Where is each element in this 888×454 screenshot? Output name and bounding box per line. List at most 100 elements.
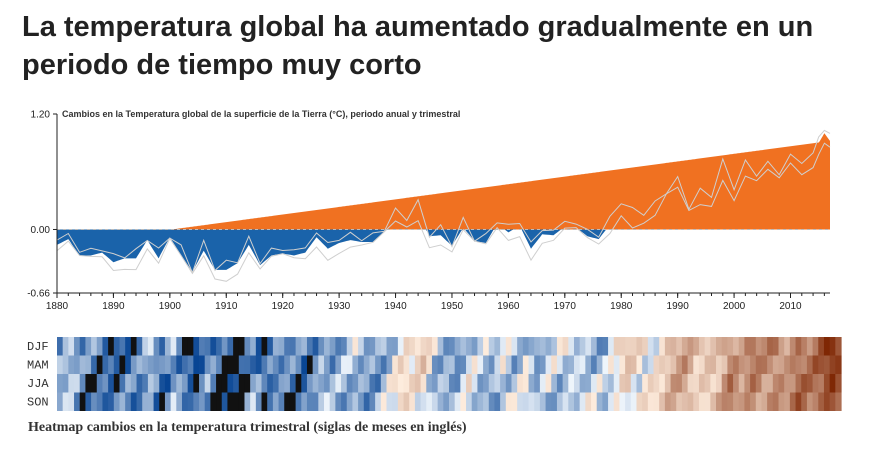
heatmap-cell (806, 355, 814, 374)
heatmap-cell (835, 337, 842, 356)
heatmap-cell (176, 337, 183, 356)
heatmap-cell (806, 392, 814, 411)
quarterly-line-1 (56, 129, 831, 275)
heatmap-cell (358, 392, 365, 411)
heatmap-cell (261, 392, 268, 411)
heatmap-cell (306, 374, 314, 393)
heatmap-cell (789, 392, 797, 411)
heatmap-cell (681, 392, 689, 411)
heatmap-cell (420, 355, 427, 374)
heatmap-cell (255, 337, 263, 356)
heatmap-cell (397, 337, 405, 356)
heatmap-cell (96, 337, 104, 356)
heatmap-cell (539, 374, 547, 393)
x-tick-label: 1990 (667, 301, 690, 312)
heatmap-cell (613, 392, 621, 411)
heatmap-cell (244, 392, 251, 411)
heatmap-cell (329, 337, 336, 356)
heatmap-cell (386, 355, 393, 374)
x-tick-label: 1950 (441, 301, 464, 312)
heatmap-cell (346, 392, 354, 411)
heatmap-cell (352, 337, 359, 356)
heatmap-cell (653, 374, 660, 393)
heatmap-cell (204, 392, 211, 411)
heatmap-cell (630, 355, 638, 374)
heatmap-cell (147, 337, 155, 356)
heatmap-cell (409, 355, 416, 374)
heatmap-cell (449, 374, 456, 393)
heatmap-cell (272, 374, 280, 393)
heatmap-cell (477, 337, 484, 356)
x-tick-label: 1890 (102, 301, 125, 312)
heatmap-cell (517, 374, 524, 393)
heatmap-cell (449, 392, 456, 411)
heatmap-cell (176, 392, 183, 411)
heatmap-cell (602, 374, 609, 393)
heatmap-cell (437, 392, 444, 411)
heatmap-cell (164, 355, 172, 374)
heatmap-cell (244, 374, 251, 393)
heatmap-cell (284, 337, 291, 356)
heatmap-cell (142, 374, 149, 393)
heatmap-cell (466, 374, 473, 393)
heatmap-cell (744, 337, 751, 356)
heatmap-cell (801, 337, 808, 356)
heatmap-cell (96, 355, 104, 374)
heatmap-cell (556, 392, 564, 411)
heatmap-cell (324, 392, 331, 411)
heatmap-cell (823, 337, 831, 356)
heatmap-cell (488, 392, 496, 411)
heatmap-cell (568, 374, 575, 393)
heatmap-cell (744, 355, 751, 374)
heatmap-cell (733, 355, 740, 374)
heatmap-cell (806, 374, 814, 393)
heatmap-cell (676, 355, 683, 374)
heatmap-cell (352, 392, 359, 411)
heatmap-cell (608, 355, 615, 374)
heatmap-cell (193, 355, 200, 374)
heatmap-cell (778, 355, 785, 374)
heatmap-cell (784, 374, 791, 393)
heatmap-cell (352, 374, 359, 393)
heatmap-cell (130, 355, 138, 374)
heatmap-cell (420, 392, 427, 411)
y-tick-label: 0.00 (31, 225, 51, 236)
cool-anomaly-area (57, 229, 830, 272)
heatmap-cell (221, 355, 229, 374)
heatmap-cell (403, 374, 410, 393)
heatmap-cell (460, 355, 467, 374)
x-tick-label: 1880 (46, 301, 69, 312)
heatmap-cell (62, 374, 69, 393)
heatmap-cell (284, 355, 291, 374)
heatmap-cell (68, 355, 75, 374)
heatmap-cell (363, 355, 371, 374)
heatmap-cell (216, 355, 223, 374)
heatmap-cell (818, 392, 825, 411)
heatmap-cell (449, 355, 456, 374)
heatmap-cell (85, 392, 92, 411)
heatmap-cell (812, 392, 819, 411)
heatmap-cell (625, 337, 632, 356)
heatmap-cell (505, 355, 513, 374)
heatmap-cell (409, 392, 416, 411)
heatmap-cell (750, 337, 757, 356)
heatmap-cell (210, 392, 217, 411)
heatmap-cell (352, 355, 359, 374)
heatmap-cell (755, 355, 763, 374)
heatmap-cell (329, 355, 336, 374)
heatmap-cell (176, 355, 183, 374)
heatmap-cell (159, 392, 166, 411)
page-headline: La temperatura global ha aumentado gradu… (22, 11, 814, 81)
heatmap-cell (250, 337, 257, 356)
heatmap-cell (642, 337, 649, 356)
heatmap-cell (375, 374, 382, 393)
heatmap-cell (358, 355, 365, 374)
heatmap-cell (636, 337, 643, 356)
heatmap-cell (823, 355, 831, 374)
heatmap-cell (170, 337, 177, 356)
heatmap-cell (551, 374, 558, 393)
heatmap-cell (681, 355, 689, 374)
heatmap-cell (443, 374, 450, 393)
heatmap-cell (380, 374, 388, 393)
heatmap-cell (289, 337, 297, 356)
